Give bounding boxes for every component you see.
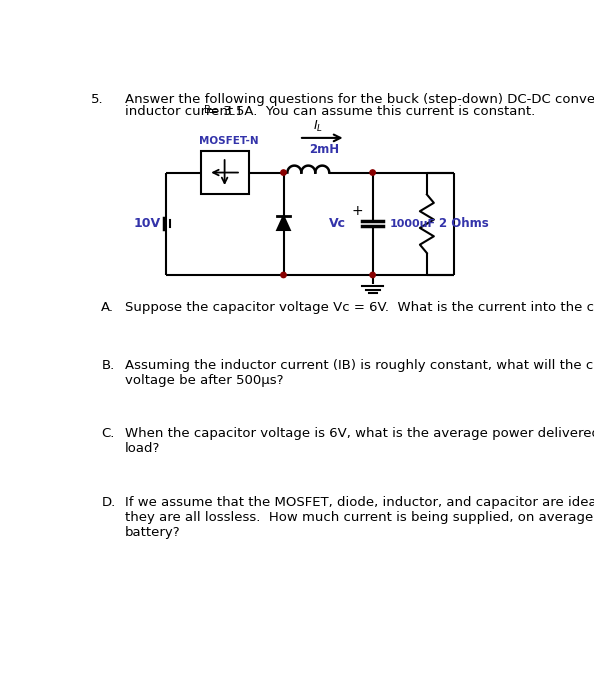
- Bar: [201, 151, 249, 194]
- Text: A.: A.: [102, 301, 115, 314]
- Text: Vc: Vc: [328, 217, 346, 230]
- Text: B.: B.: [102, 359, 115, 372]
- Polygon shape: [277, 216, 290, 230]
- Text: If we assume that the MOSFET, diode, inductor, and capacitor are ideal, then
the: If we assume that the MOSFET, diode, ind…: [125, 496, 594, 539]
- Text: B: B: [204, 105, 211, 115]
- Text: = 3.5A.  You can assume this current is constant.: = 3.5A. You can assume this current is c…: [208, 105, 536, 118]
- Text: 2mH: 2mH: [309, 143, 339, 155]
- Text: When the capacitor voltage is 6V, what is the average power delivered to the
loa: When the capacitor voltage is 6V, what i…: [125, 427, 594, 455]
- Text: 1000uF: 1000uF: [390, 219, 435, 229]
- Text: D.: D.: [102, 496, 116, 509]
- Text: MOSFET-N: MOSFET-N: [199, 136, 258, 146]
- Text: +: +: [351, 204, 363, 218]
- Circle shape: [370, 272, 375, 278]
- Text: 2 Ohms: 2 Ohms: [440, 217, 489, 230]
- Text: Suppose the capacitor voltage Vc = 6V.  What is the current into the capacitor?: Suppose the capacitor voltage Vc = 6V. W…: [125, 301, 594, 314]
- Text: Assuming the inductor current (IB) is roughly constant, what will the capacitor
: Assuming the inductor current (IB) is ro…: [125, 359, 594, 387]
- Text: 10V: 10V: [133, 217, 160, 230]
- Circle shape: [370, 170, 375, 175]
- Text: 5.: 5.: [91, 93, 104, 106]
- Text: Answer the following questions for the buck (step-down) DC-DC converter shown.  : Answer the following questions for the b…: [125, 93, 594, 106]
- Text: C.: C.: [102, 427, 115, 440]
- Text: $I_L$: $I_L$: [314, 119, 323, 134]
- Text: inductor current I: inductor current I: [125, 105, 241, 118]
- Circle shape: [281, 272, 286, 278]
- Circle shape: [281, 170, 286, 175]
